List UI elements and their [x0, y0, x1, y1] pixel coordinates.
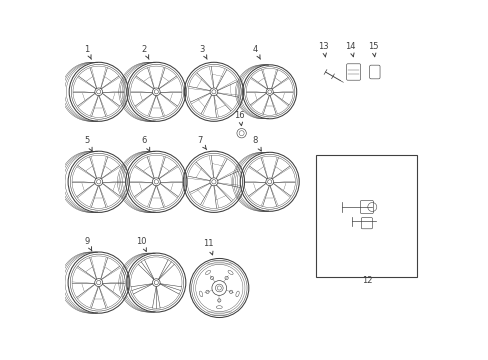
Text: 2: 2: [142, 45, 149, 59]
Text: 11: 11: [203, 239, 213, 255]
Text: 12: 12: [361, 276, 371, 285]
Text: 5: 5: [84, 136, 92, 151]
Text: 4: 4: [252, 45, 260, 59]
Text: 6: 6: [142, 136, 149, 151]
Text: 9: 9: [84, 237, 92, 251]
Text: 3: 3: [199, 45, 207, 59]
Text: 1: 1: [84, 45, 91, 59]
Text: 13: 13: [318, 42, 328, 57]
Text: 8: 8: [252, 136, 261, 151]
Bar: [316, 155, 416, 277]
Text: 15: 15: [367, 42, 378, 57]
Text: 7: 7: [196, 136, 206, 150]
Text: 10: 10: [136, 237, 146, 251]
Text: 16: 16: [234, 111, 244, 126]
Text: 14: 14: [345, 42, 355, 57]
